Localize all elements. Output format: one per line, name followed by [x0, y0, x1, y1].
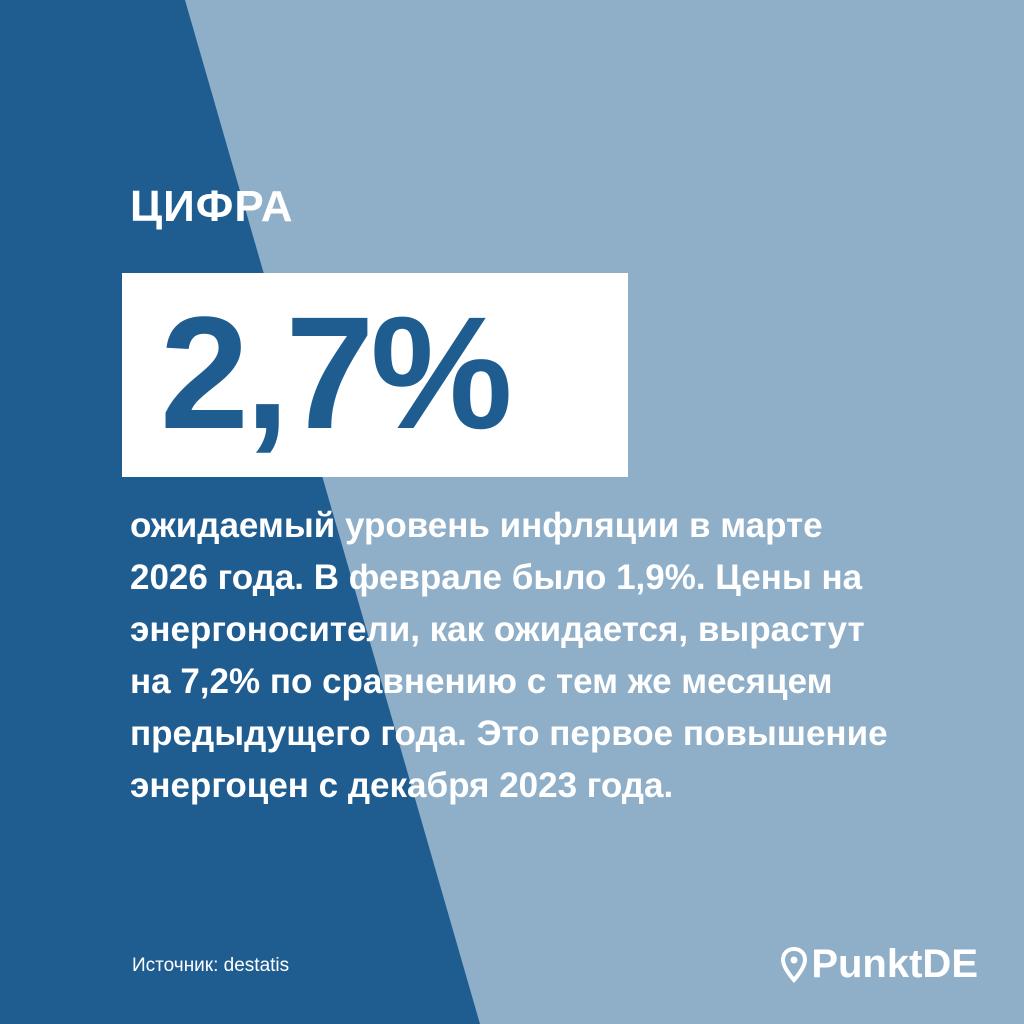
header-label: ЦИФРА [130, 182, 294, 231]
logo-text: PunktDE [811, 942, 978, 986]
body-line: 2026 года. В феврале было 1,9%. Цены на [130, 558, 863, 597]
body-line: энергоносители, как ожидается, вырастут [130, 610, 865, 649]
highlight-box [122, 273, 628, 477]
logo: PunktDE [781, 942, 978, 987]
body-line: на 7,2% по сравнению с тем же месяцем [130, 662, 833, 701]
highlight-value: 2,7% [160, 283, 513, 462]
body-line: ожидаемый уровень инфляции в марте [130, 506, 823, 545]
body-line: предыдущего года. Это первое повышение [130, 714, 888, 753]
body-text: ожидаемый уровень инфляции в марте 2026 г… [130, 500, 888, 812]
body-line: энергоцен с декабря 2023 года. [130, 766, 674, 805]
source: Источник: destatis [132, 955, 290, 976]
logo-pin [781, 946, 808, 983]
